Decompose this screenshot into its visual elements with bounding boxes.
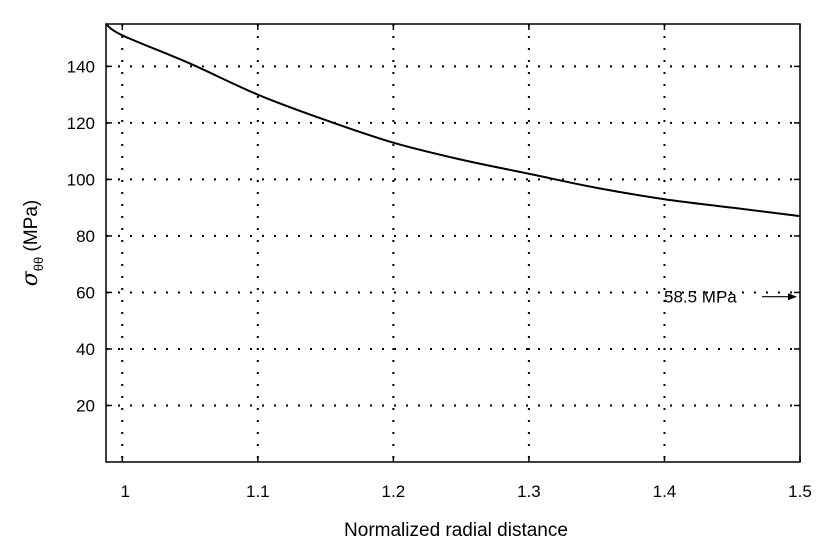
annotation-label: 58.5 MPa: [664, 288, 737, 307]
x-tick-labels: 1 1.1 1.2 1.3 1.4 1.5: [121, 482, 812, 501]
y-axis-unit: (MPa): [21, 200, 42, 257]
x-tick-label: 1.1: [246, 482, 270, 501]
annotation-arrow-head: [788, 293, 797, 301]
x-axis-title: Normalized radial distance: [344, 520, 568, 541]
x-tick-label: 1: [121, 482, 130, 501]
grid: [106, 24, 800, 462]
series-line: [105, 23, 801, 218]
x-tick-label: 1.3: [517, 482, 541, 501]
y-tick-labels: 20 40 60 80 100 120 140: [67, 57, 95, 415]
y-tick-label: 80: [76, 227, 95, 246]
y-tick-label: 120: [67, 114, 95, 133]
y-axis-symbol: σ: [18, 270, 43, 286]
x-tick-label: 1.4: [653, 482, 677, 501]
y-tick-label: 100: [67, 170, 95, 189]
y-axis-subscript: θθ: [31, 257, 46, 271]
y-tick-label: 60: [76, 283, 95, 302]
y-axis-title: σθθ (MPa): [18, 200, 46, 287]
x-tick-label: 1.5: [788, 482, 812, 501]
x-tick-label: 1.2: [382, 482, 406, 501]
plot-frame: [105, 23, 801, 463]
series-layer: [105, 23, 801, 218]
annotation: 58.5 MPa: [664, 288, 797, 307]
tick-marks: [106, 24, 801, 462]
y-tick-label: 40: [76, 340, 95, 359]
y-tick-label: 20: [76, 396, 95, 415]
y-tick-label: 140: [67, 57, 95, 76]
